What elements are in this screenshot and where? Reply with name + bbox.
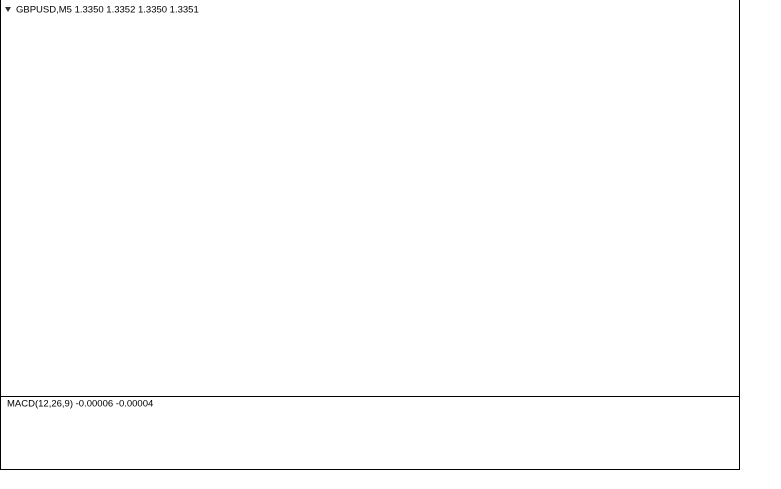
macd-title: MACD(12,26,9) -0.00006 -0.00004 [7, 399, 153, 410]
chart-title: GBPUSD,M5 1.3350 1.3352 1.3350 1.3351 [16, 5, 199, 16]
symbol-icon [5, 7, 11, 12]
